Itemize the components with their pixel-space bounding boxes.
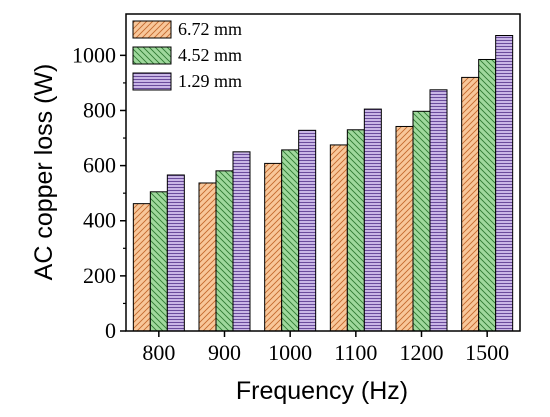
y-tick-label: 600 bbox=[83, 153, 116, 178]
bar-900-series-2 bbox=[215, 170, 234, 332]
bar-900-series-1 bbox=[198, 182, 217, 332]
bars-group bbox=[132, 35, 514, 332]
bar-1200-series-2 bbox=[412, 110, 431, 332]
bar-1000-series-1 bbox=[264, 162, 283, 332]
bar-800-series-2 bbox=[149, 191, 168, 332]
bar-1100-series-1 bbox=[329, 144, 348, 332]
bar-1500-series-1 bbox=[461, 76, 480, 332]
bar-900-series-3 bbox=[232, 151, 251, 332]
bar-1200-series-1 bbox=[395, 125, 414, 332]
x-tick-label-1200: 1200 bbox=[400, 340, 444, 365]
bar-1500-series-3 bbox=[495, 35, 514, 332]
legend: 6.72 mm 4.52 mm 1.29 mm bbox=[132, 19, 242, 91]
bar-1100-series-2 bbox=[346, 129, 365, 332]
x-tick-label-800: 800 bbox=[142, 340, 175, 365]
y-tick-label: 1000 bbox=[72, 42, 116, 67]
legend-swatch-1 bbox=[132, 20, 172, 39]
legend-label-1: 6.72 mm bbox=[178, 19, 242, 39]
bar-800-series-1 bbox=[132, 203, 151, 332]
plot-frame bbox=[125, 13, 521, 332]
legend-label-2: 4.52 mm bbox=[178, 45, 242, 65]
y-tick-label: 200 bbox=[83, 263, 116, 288]
bar-800-series-3 bbox=[166, 174, 185, 332]
y-tick-label: 400 bbox=[83, 208, 116, 233]
y-tick-label: 800 bbox=[83, 97, 116, 122]
bar-1000-series-3 bbox=[298, 129, 317, 332]
legend-swatch-2 bbox=[132, 46, 172, 65]
bar-1500-series-2 bbox=[478, 58, 497, 332]
x-axis-title: Frequency (Hz) bbox=[236, 377, 408, 405]
legend-swatch-3 bbox=[132, 72, 172, 91]
legend-label-3: 1.29 mm bbox=[178, 71, 242, 91]
x-tick-label-1000: 1000 bbox=[268, 340, 312, 365]
x-tick-label-1100: 1100 bbox=[334, 340, 377, 365]
axes-group: 0 200 400 600 800 1000 800 900 1000 1100 1200 1500 bbox=[72, 13, 521, 365]
x-tick-label-900: 900 bbox=[208, 340, 241, 365]
bar-1100-series-3 bbox=[363, 108, 382, 332]
bar-1200-series-3 bbox=[429, 89, 448, 332]
x-tick-label-1500: 1500 bbox=[465, 340, 509, 365]
y-tick-label: 0 bbox=[105, 318, 116, 343]
bar-1000-series-2 bbox=[281, 149, 300, 332]
y-axis-title: AC copper loss (W) bbox=[30, 64, 58, 281]
